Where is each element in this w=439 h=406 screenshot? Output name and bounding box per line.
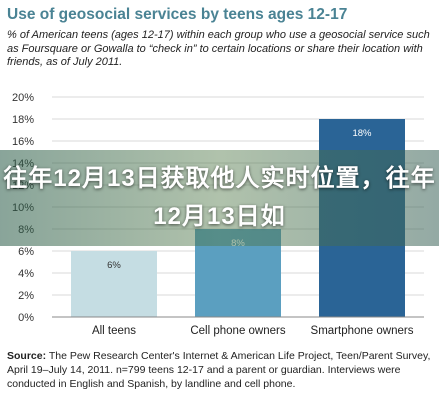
- y-tick-label: 18%: [12, 114, 34, 126]
- y-tick-label: 0%: [18, 312, 34, 324]
- y-tick-label: 20%: [12, 92, 34, 104]
- banner-overlay: [0, 150, 439, 246]
- bar-value-label: 18%: [352, 128, 372, 139]
- category-labels: All teens Cell phone owners Smartphone own…: [92, 325, 414, 337]
- category-label: All teens: [92, 325, 136, 337]
- source-label: Source:: [7, 350, 47, 362]
- y-tick-label: 16%: [12, 136, 34, 148]
- chart-subtitle: % of American teens (ages 12-17) within …: [7, 29, 430, 68]
- source-note: Source: The Pew Research Center's Intern…: [7, 349, 432, 391]
- source-text: The Pew Research Center's Internet & Ame…: [7, 350, 431, 390]
- y-tick-label: 2%: [18, 290, 34, 302]
- category-label: Cell phone owners: [190, 325, 286, 337]
- y-tick-label: 6%: [18, 246, 34, 258]
- chart-title: Use of geosocial services by teens ages …: [7, 6, 348, 23]
- y-tick-label: 4%: [18, 268, 34, 280]
- banner-overlay-text: 往年12月13日获取他人实时位置，往年12月13日如: [3, 165, 436, 230]
- category-label: Smartphone owners: [311, 325, 414, 337]
- bar-value-label: 6%: [107, 260, 121, 271]
- bar: [71, 251, 157, 317]
